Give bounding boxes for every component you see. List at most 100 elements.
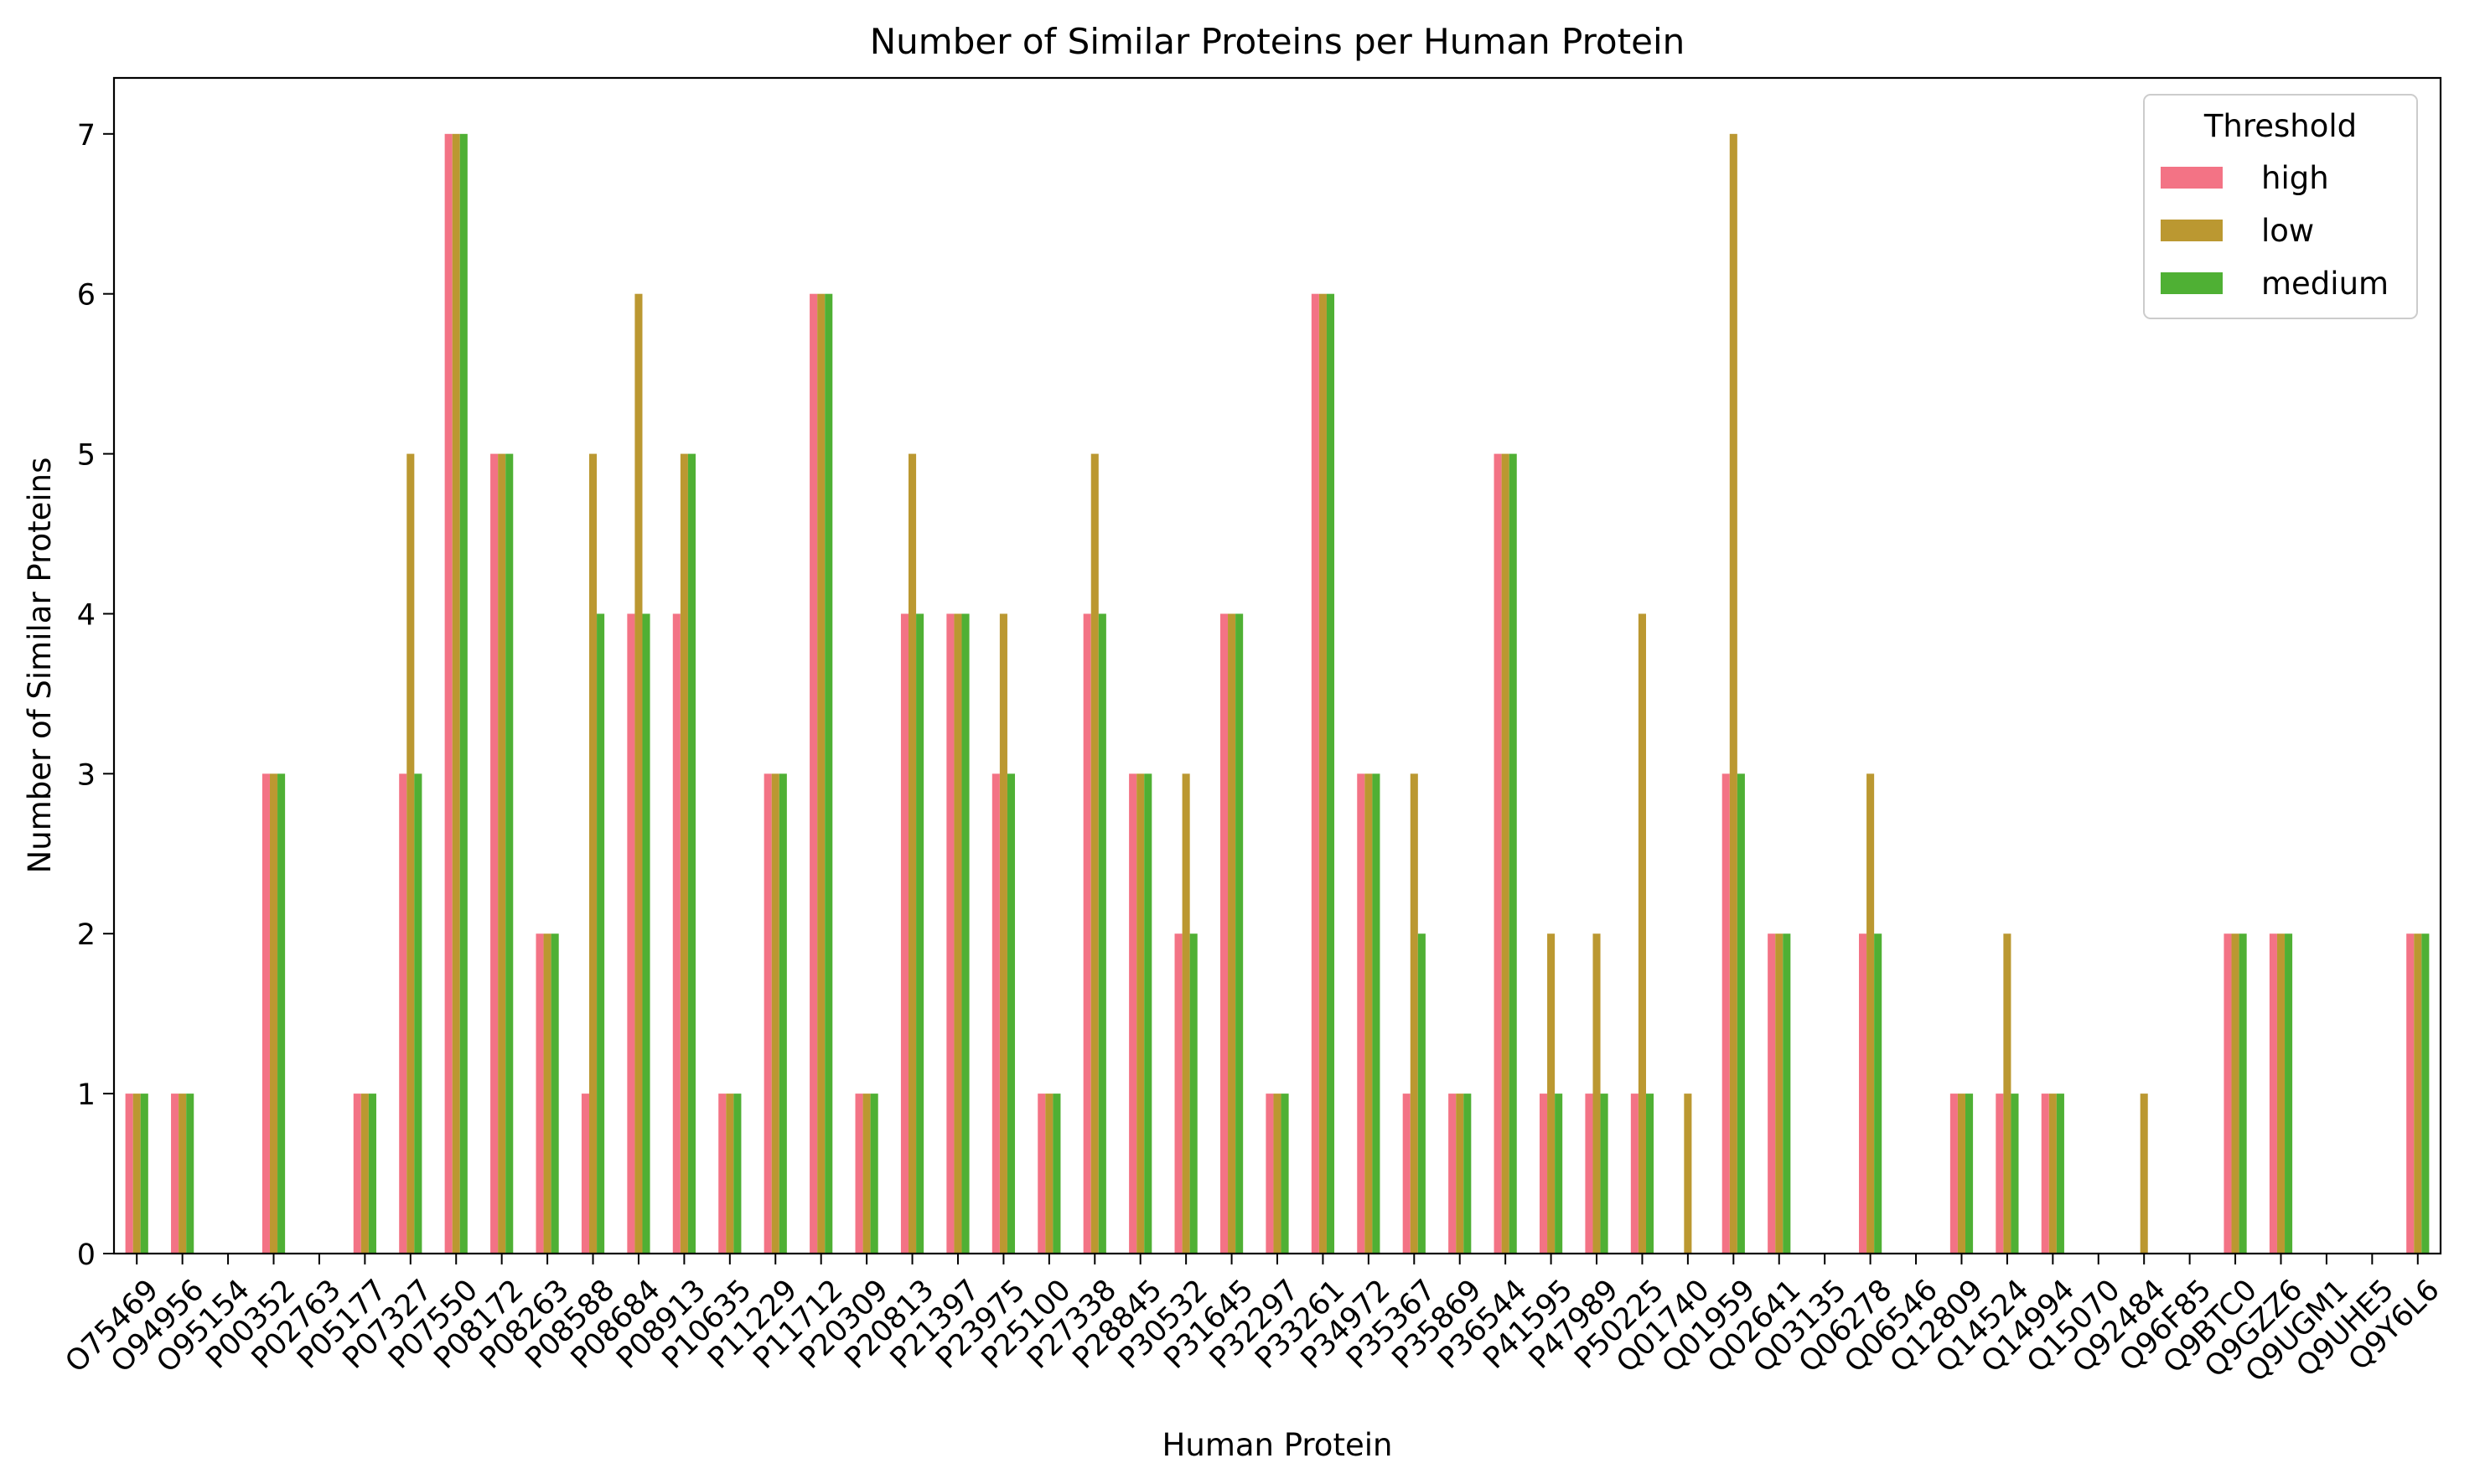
- bar-low-P30532: [1182, 773, 1190, 1254]
- bar-high-P05177: [353, 1094, 361, 1254]
- legend-box: [2143, 94, 2418, 319]
- bar-high-P41595: [1539, 1094, 1548, 1254]
- bar-low-P10635: [726, 1094, 734, 1254]
- bar-medium-P21397: [961, 613, 970, 1254]
- bar-medium-P11229: [779, 773, 787, 1254]
- bar-low-P28845: [1136, 773, 1145, 1254]
- bar-medium-P08172: [505, 453, 514, 1254]
- bar-high-Q01959: [1721, 773, 1730, 1254]
- bar-low-Q9BTC0: [2231, 933, 2239, 1254]
- bar-low-Q12809: [1957, 1094, 1965, 1254]
- bar-high-P07327: [399, 773, 407, 1254]
- bar-low-Q01740: [1684, 1094, 1692, 1254]
- bar-medium-P34972: [1372, 773, 1380, 1254]
- y-tick-label: 7: [77, 119, 96, 153]
- bar-medium-P10635: [733, 1094, 742, 1254]
- x-axis: O75469O94956O95154P00352P02763P05177P073…: [60, 1254, 2446, 1389]
- bar-high-P31645: [1219, 613, 1229, 1254]
- bar-high-P27338: [1083, 613, 1091, 1254]
- bar-low-P08263: [543, 933, 551, 1254]
- bar-high-P08172: [490, 453, 499, 1254]
- bar-high-P10635: [718, 1094, 727, 1254]
- bar-high-Q9GZZ6: [2269, 933, 2277, 1254]
- bar-high-Q9BTC0: [2224, 933, 2232, 1254]
- bar-low-P08172: [498, 453, 506, 1254]
- bar-high-P11712: [810, 293, 818, 1254]
- bar-high-Q06278: [1859, 933, 1867, 1254]
- bar-medium-P08913: [687, 453, 696, 1254]
- bar-medium-P33261: [1326, 293, 1335, 1254]
- bar-low-P31645: [1228, 613, 1236, 1254]
- bar-high-P34972: [1357, 773, 1365, 1254]
- bar-low-Q02641: [1775, 933, 1784, 1254]
- bar-low-P11712: [817, 293, 826, 1254]
- bar-low-P08588: [588, 453, 598, 1254]
- bar-medium-P31645: [1235, 613, 1244, 1254]
- bar-low-P36544: [1501, 453, 1509, 1254]
- bar-medium-P41595: [1555, 1094, 1563, 1254]
- plot-frame: [112, 76, 2442, 1255]
- bar-high-Q14524: [1996, 1094, 2004, 1254]
- bar-high-P20813: [900, 613, 909, 1254]
- chart-title: Number of Similar Proteins per Human Pro…: [870, 21, 1685, 62]
- bar-high-Q14994: [2041, 1094, 2049, 1254]
- bar-low-P21397: [954, 613, 962, 1254]
- bar-low-Q14524: [2003, 933, 2011, 1254]
- bar-high-O94956: [171, 1094, 179, 1254]
- bar-low-P32297: [1273, 1094, 1281, 1254]
- bar-low-P35367: [1410, 773, 1418, 1254]
- bar-low-P20309: [862, 1094, 871, 1254]
- bar-high-P47989: [1585, 1094, 1593, 1254]
- bar-low-O94956: [179, 1094, 187, 1254]
- y-tick-label: 0: [77, 1238, 96, 1272]
- bar-high-P23975: [991, 773, 1000, 1254]
- bar-high-P28845: [1129, 773, 1137, 1254]
- y-tick-label: 1: [77, 1078, 96, 1112]
- bar-medium-P25100: [1053, 1094, 1061, 1254]
- bar-high-P36544: [1494, 453, 1502, 1254]
- bar-medium-Q01959: [1737, 773, 1745, 1254]
- bar-medium-P07327: [414, 773, 422, 1254]
- bar-low-P27338: [1090, 453, 1099, 1254]
- bar-high-P08263: [536, 933, 544, 1254]
- bar-low-P34972: [1364, 773, 1373, 1254]
- bar-medium-P23975: [1007, 773, 1016, 1254]
- bar-medium-P20813: [916, 613, 924, 1254]
- legend: Threshold high low medium: [2143, 94, 2418, 319]
- bar-high-P08684: [627, 613, 635, 1254]
- y-axis-label: Number of Similar Proteins: [22, 458, 58, 874]
- bar-low-P23975: [999, 613, 1007, 1254]
- bar-low-Q01959: [1729, 133, 1737, 1254]
- bar-medium-P47989: [1600, 1094, 1608, 1254]
- legend-swatch-medium: [2161, 272, 2223, 294]
- bar-medium-Q06278: [1874, 933, 1882, 1254]
- bar-medium-P08263: [551, 933, 559, 1254]
- bar-high-P30532: [1174, 933, 1183, 1254]
- bar-high-P35869: [1448, 1094, 1457, 1254]
- bar-low-O75469: [132, 1094, 141, 1254]
- bar-medium-P08684: [642, 613, 650, 1254]
- y-axis: 0 1 2 3 4 5 6 7: [77, 119, 114, 1272]
- bar-high-Q02641: [1768, 933, 1776, 1254]
- bar-low-P47989: [1592, 933, 1601, 1254]
- bar-low-P35869: [1456, 1094, 1464, 1254]
- bar-low-P25100: [1045, 1094, 1054, 1254]
- legend-label-medium: medium: [2261, 266, 2389, 302]
- bar-high-Q9Y6L6: [2406, 933, 2415, 1254]
- bar-medium-Q12809: [1965, 1094, 1974, 1254]
- bar-low-Q92484: [2140, 1094, 2148, 1254]
- bar-low-P20813: [909, 453, 917, 1254]
- legend-swatch-high: [2161, 167, 2223, 189]
- bar-medium-Q9Y6L6: [2421, 933, 2430, 1254]
- bar-high-P20309: [855, 1094, 863, 1254]
- bar-medium-P35869: [1463, 1094, 1472, 1254]
- y-tick-label: 5: [77, 439, 96, 473]
- bar-medium-P07550: [459, 133, 468, 1254]
- bar-medium-Q02641: [1783, 933, 1791, 1254]
- bar-medium-P28845: [1144, 773, 1152, 1254]
- bar-low-P05177: [360, 1094, 369, 1254]
- bar-high-P11229: [764, 773, 772, 1254]
- y-tick-label: 2: [77, 918, 96, 952]
